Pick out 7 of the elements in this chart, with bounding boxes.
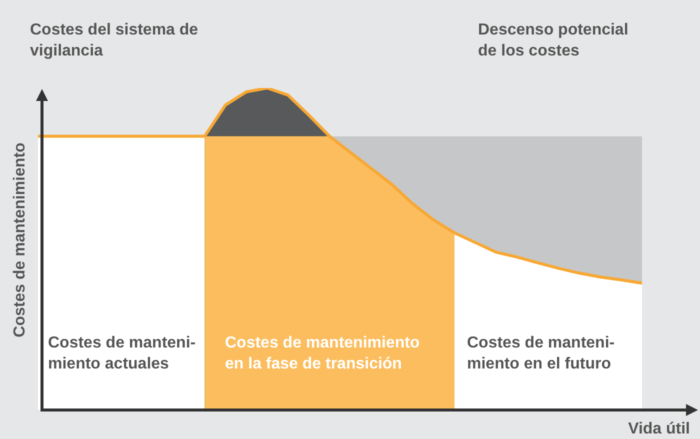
annotation: Costes de manteni- miento en el futuro <box>467 334 615 372</box>
text: Descenso potencial de los costes <box>478 21 628 60</box>
text: Costes del sistema de vigilancia <box>30 21 198 60</box>
y-axis-title: Costes de mantenimiento <box>11 142 28 338</box>
x-axis-title: Vida útil <box>628 420 690 438</box>
annotation: Costes de mantenimiento en la fase de transición <box>225 334 420 372</box>
annotation: Costes de manteni- miento actuales <box>48 334 196 372</box>
